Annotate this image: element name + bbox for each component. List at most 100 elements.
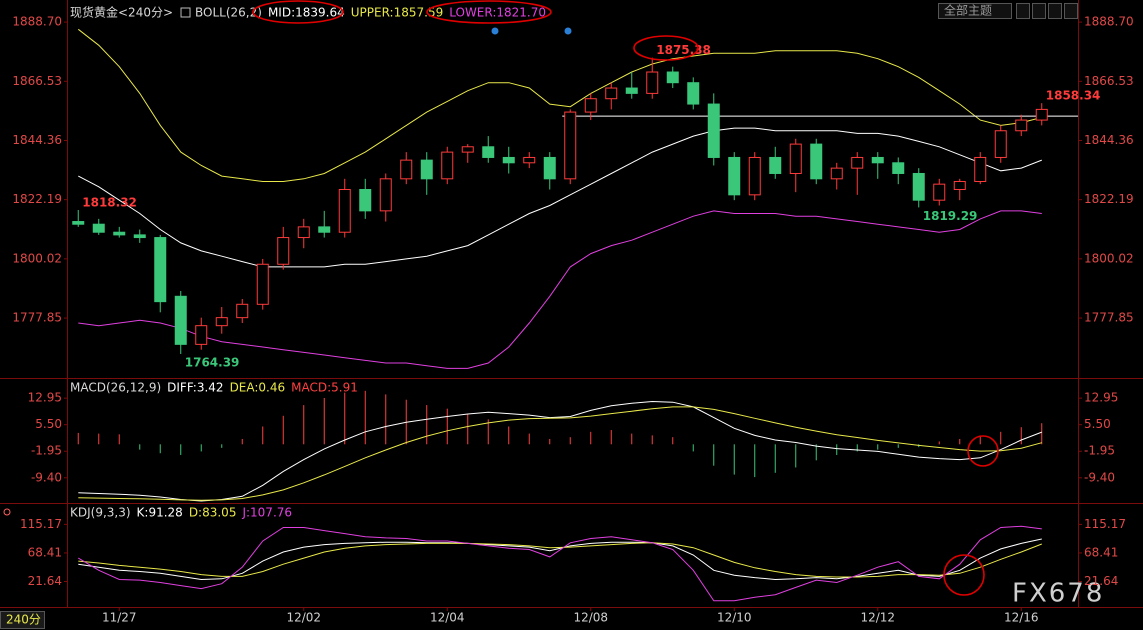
candle-body	[994, 130, 1007, 158]
legend-entry: K:91.28	[137, 506, 183, 520]
candle-body	[974, 156, 987, 182]
candle-body	[707, 103, 720, 158]
period-tag-box[interactable]	[0, 611, 45, 629]
candle-body	[133, 234, 146, 239]
candle-body	[933, 183, 946, 201]
panel-icon	[3, 508, 11, 516]
candle-body	[277, 237, 290, 265]
candle-body	[236, 303, 249, 319]
candle-body	[92, 223, 105, 233]
series-line	[78, 542, 1042, 578]
candle-body	[400, 159, 413, 180]
candle-body	[482, 146, 495, 158]
candle-body	[113, 231, 126, 236]
high-label: 1858.34	[1046, 89, 1101, 103]
series-line	[78, 538, 1042, 581]
y-tick-label-right: 5.50	[1084, 417, 1111, 431]
event-dot	[564, 27, 572, 35]
y-tick-label-right: 1777.85	[1084, 311, 1134, 325]
legend-entry: UPPER:1857.59	[351, 6, 443, 20]
candle-body	[297, 226, 310, 239]
highlight-ellipses	[252, 0, 999, 596]
series-line	[78, 406, 1042, 501]
candle-body	[420, 159, 433, 180]
candle-body	[543, 156, 556, 180]
y-tick-label: 1822.19	[12, 192, 62, 206]
x-tick-label: 12/12	[860, 611, 895, 625]
frame	[0, 0, 1143, 608]
y-tick-label-right: 1800.02	[1084, 251, 1134, 265]
legend-entry: LOWER:1821.70	[449, 6, 546, 20]
x-tick-label: 11/27	[102, 611, 137, 625]
y-tick-label-right: 12.95	[1084, 391, 1118, 405]
x-tick-label: 12/08	[573, 611, 608, 625]
low-label: 1819.29	[923, 209, 978, 223]
candle-body	[502, 156, 515, 164]
indicator-icon	[180, 7, 191, 18]
candle-body	[318, 226, 331, 233]
y-tick-label-right: -1.95	[1084, 444, 1115, 458]
candle-body	[359, 188, 372, 212]
candle-body	[584, 98, 597, 113]
candle-body	[748, 156, 761, 196]
candle-body	[953, 180, 966, 190]
y-tick-label: 1844.36	[12, 133, 62, 147]
candle-body	[789, 143, 802, 174]
candle-body	[72, 221, 85, 225]
y-tick-label: 115.17	[20, 517, 62, 531]
series-line	[78, 400, 1042, 502]
y-tick-label-right: 21.64	[1084, 574, 1118, 588]
series-line	[78, 127, 1042, 268]
tool-button[interactable]	[1064, 3, 1078, 19]
legend-entry: DEA:0.46	[230, 381, 286, 395]
period-tag: 240分	[6, 613, 41, 627]
theme-button-label: 全部主题	[944, 3, 992, 18]
x-tick-label: 12/10	[717, 611, 752, 625]
legend-entry: MID:1839.64	[268, 6, 345, 20]
panel-title: 现货黄金<240分>	[70, 5, 173, 20]
highlight	[426, 0, 552, 24]
high-label: 1818.32	[82, 196, 137, 210]
y-tick-label-right: 1866.53	[1084, 74, 1134, 88]
candle-body	[666, 71, 679, 84]
y-tick-label: -1.95	[31, 444, 62, 458]
y-tick-label-right: 115.17	[1084, 517, 1126, 531]
panel-labels: 1888.70 1888.70 1866.53 1866.53 1844.36 1844.…	[12, 5, 1133, 370]
candle-body	[154, 237, 167, 303]
series-line	[77, 28, 1042, 182]
panel	[78, 525, 1042, 602]
candle-body	[174, 295, 187, 345]
series-line	[78, 525, 1042, 602]
highlight	[967, 435, 999, 467]
highlight	[252, 0, 344, 24]
y-tick-label: 1866.53	[12, 74, 62, 88]
candle-body	[564, 111, 577, 180]
y-tick-label: 1800.02	[12, 251, 62, 265]
high-label: 1875.38	[656, 43, 711, 57]
tool-button[interactable]	[1032, 3, 1046, 19]
low-label: 1764.39	[185, 355, 240, 369]
candle-body	[379, 178, 392, 212]
tool-button[interactable]	[1016, 3, 1030, 19]
candle-body	[461, 146, 474, 153]
legend-entry: J:107.76	[241, 506, 292, 520]
candle-body	[912, 172, 925, 201]
watermark: FX678	[1012, 579, 1104, 609]
panel-title: KDJ(9,3,3)	[70, 506, 131, 520]
candle-body	[646, 71, 659, 94]
x-tick-label: 12/02	[286, 611, 321, 625]
theme-button[interactable]	[938, 3, 1012, 19]
candle-body	[810, 143, 823, 180]
legend-entry: D:83.05	[189, 506, 237, 520]
candle-body	[851, 156, 864, 169]
y-tick-label: 1888.70	[12, 15, 62, 29]
x-tick-label: 12/16	[1004, 611, 1039, 625]
y-tick-label: -9.40	[31, 470, 62, 484]
y-tick-label: 5.50	[35, 417, 62, 431]
tool-button[interactable]	[1048, 3, 1062, 19]
y-tick-label-right: 1888.70	[1084, 15, 1134, 29]
candle-body	[625, 87, 638, 94]
candle-body	[215, 317, 228, 327]
